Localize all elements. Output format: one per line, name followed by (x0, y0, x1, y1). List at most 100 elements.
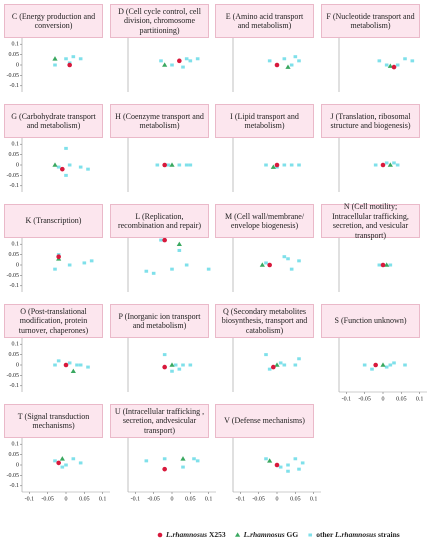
point (56, 165, 61, 169)
panel-title: F (Nucleotide transport and metabolism) (321, 4, 420, 38)
point (271, 364, 276, 370)
point (59, 456, 65, 461)
y-tick-label: -0.05 (7, 273, 20, 279)
legend-label: L.rhamnosus X253 (165, 530, 226, 539)
point (264, 353, 268, 357)
legend-species: L.rhamnosus (334, 530, 376, 539)
legend-marker (308, 533, 313, 537)
point (144, 459, 149, 463)
point (162, 353, 167, 357)
point (286, 463, 290, 467)
point (391, 64, 397, 70)
point (78, 461, 83, 465)
x-tick-label: -0.05 (358, 396, 371, 402)
x-tick-label: -0.1 (342, 396, 352, 402)
point (373, 163, 378, 167)
point (67, 361, 72, 365)
point (155, 163, 160, 167)
point (285, 64, 291, 69)
point (159, 238, 163, 242)
point (384, 365, 389, 369)
point (162, 62, 168, 67)
point (282, 363, 287, 367)
point (282, 163, 287, 167)
y-tick-label: -0.1 (10, 183, 20, 189)
point (70, 368, 76, 374)
point (67, 62, 72, 68)
y-tick-label: -0.1 (10, 483, 20, 489)
point (297, 59, 301, 63)
point (181, 65, 185, 69)
point (151, 271, 156, 275)
point (56, 254, 61, 259)
point (173, 363, 178, 367)
point (206, 267, 211, 271)
point (388, 363, 393, 367)
point (264, 261, 268, 265)
y-tick-label: -0.1 (10, 83, 20, 89)
panel-title: I (Lipid transport and metabolism) (215, 104, 314, 138)
point (259, 262, 265, 267)
x-tick-label: 0.1 (416, 396, 424, 402)
point (384, 161, 389, 165)
point (387, 162, 393, 167)
point (162, 162, 167, 168)
point (274, 62, 280, 68)
y-tick-label: -0.05 (7, 473, 20, 479)
x-tick-label: 0.1 (205, 496, 213, 502)
point (380, 362, 386, 367)
point (289, 267, 294, 271)
point (184, 57, 189, 61)
y-tick-label: 0.1 (12, 442, 20, 448)
point (78, 165, 83, 169)
point (86, 365, 90, 369)
point (274, 162, 280, 168)
y-tick-label: 0 (16, 362, 19, 368)
point (395, 163, 400, 167)
point (388, 263, 393, 267)
panel-title: D (Cell cycle control, cell division, ch… (110, 4, 209, 38)
point (289, 63, 294, 67)
point (53, 363, 57, 367)
point (373, 362, 378, 368)
point (188, 59, 193, 63)
y-tick-label: 0.1 (12, 242, 20, 248)
point (170, 369, 174, 373)
point (67, 263, 72, 267)
point (274, 462, 280, 468)
x-tick-label: 0.05 (185, 496, 196, 502)
x-tick-label: -0.1 (25, 496, 35, 502)
panel-title: M (Cell wall/membrane/ envelope biogenes… (215, 204, 314, 238)
point (410, 59, 415, 63)
point (297, 467, 301, 471)
x-tick-label: 0 (276, 496, 279, 502)
point (188, 163, 193, 167)
point (274, 362, 280, 367)
point (403, 57, 407, 61)
x-tick-label: 0.1 (99, 496, 107, 502)
legend-marker (157, 532, 163, 538)
point (403, 363, 407, 367)
point (53, 267, 57, 271)
point (67, 163, 72, 167)
point (180, 456, 186, 461)
point (278, 361, 283, 365)
point (184, 263, 189, 267)
x-tick-label: -0.1 (236, 496, 246, 502)
point (297, 163, 301, 167)
point (162, 364, 167, 370)
point (286, 469, 290, 473)
point (270, 164, 276, 169)
point (289, 163, 294, 167)
y-tick-label: 0.1 (12, 142, 20, 148)
point (64, 463, 68, 467)
panel-title: E (Amino acid transport and metabolism) (215, 4, 314, 38)
panel-title: P (Inorganic ion transport and metabolis… (110, 304, 209, 338)
point (377, 263, 382, 267)
point (162, 237, 167, 243)
point (82, 261, 87, 265)
x-tick-label: 0.05 (396, 396, 407, 402)
point (293, 55, 298, 59)
x-tick-label: 0 (65, 496, 68, 502)
